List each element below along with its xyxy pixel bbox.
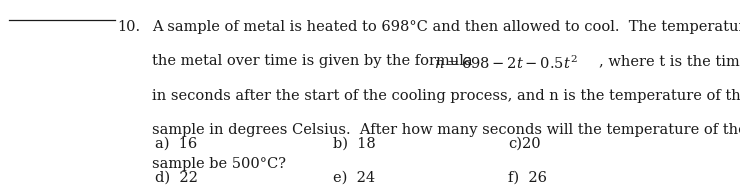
Text: $n = 698 - 2t - 0.5t^{2}$: $n = 698 - 2t - 0.5t^{2}$	[434, 54, 578, 72]
Text: A sample of metal is heated to 698°C and then allowed to cool.  The temperature : A sample of metal is heated to 698°C and…	[152, 20, 740, 34]
Text: b)  18: b) 18	[333, 137, 376, 151]
Text: f)  26: f) 26	[508, 171, 548, 185]
Text: 10.: 10.	[117, 20, 140, 34]
Text: e)  24: e) 24	[333, 171, 375, 185]
Text: a)  16: a) 16	[155, 137, 198, 151]
Text: the metal over time is given by the formula: the metal over time is given by the form…	[152, 54, 472, 69]
Text: , where t is the time: , where t is the time	[599, 54, 740, 69]
Text: c)20: c)20	[508, 137, 541, 151]
Text: d)  22: d) 22	[155, 171, 198, 185]
Text: sample be 500°C?: sample be 500°C?	[152, 157, 286, 171]
Text: sample in degrees Celsius.  After how many seconds will the temperature of the: sample in degrees Celsius. After how man…	[152, 123, 740, 137]
Text: in seconds after the start of the cooling process, and n is the temperature of t: in seconds after the start of the coolin…	[152, 89, 740, 103]
